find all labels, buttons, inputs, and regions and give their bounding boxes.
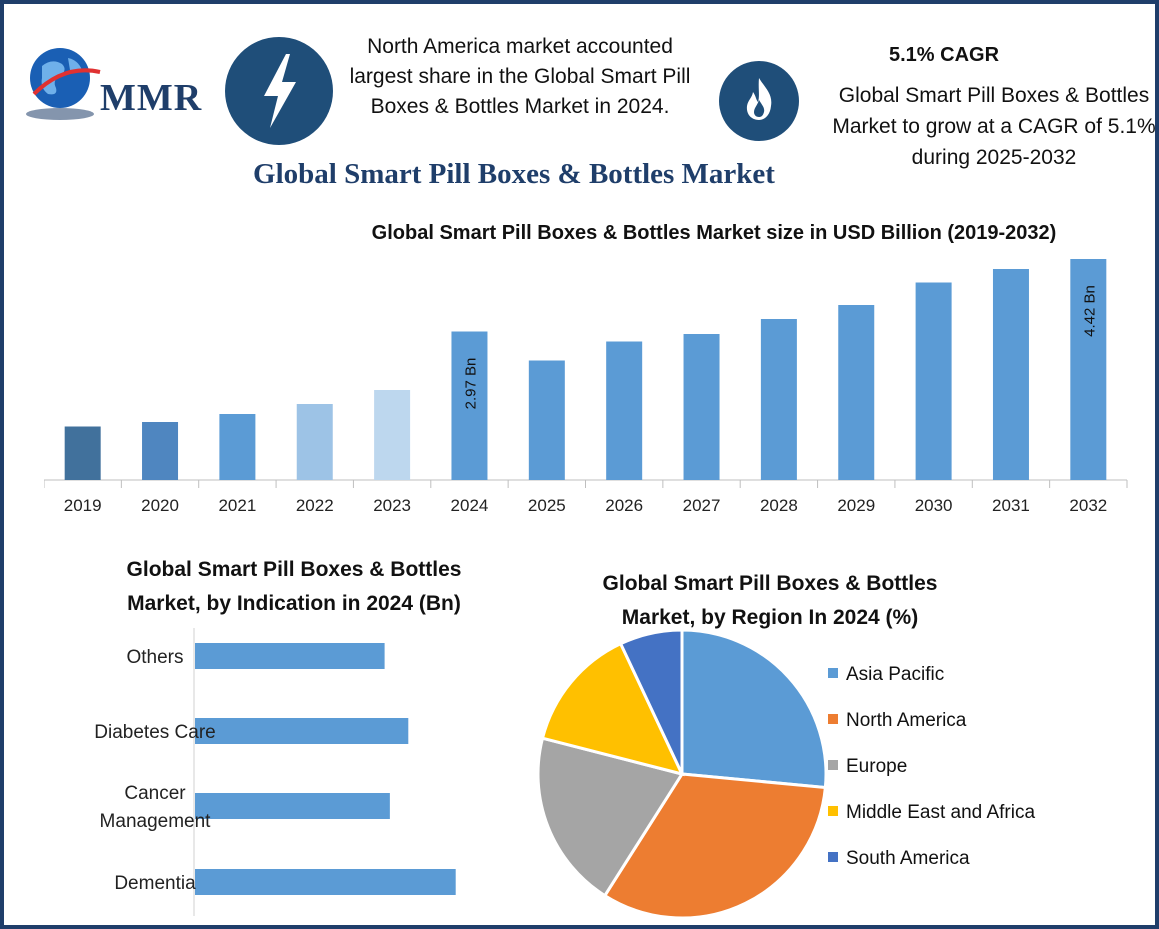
x-tick-label: 2028 <box>760 496 798 515</box>
category-label: Dementia <box>114 873 196 894</box>
bar-2024 <box>451 331 488 480</box>
legend-item: South America <box>828 848 970 870</box>
data-label-2024: 2.97 Bn <box>462 358 479 410</box>
indication-title-line-1: Global Smart Pill Boxes & Bottles <box>126 558 462 581</box>
region-title-line-2: Market, by Region In 2024 (%) <box>621 606 919 629</box>
pie-slice-europe <box>536 736 685 898</box>
hbar-diabetes-care <box>195 718 409 744</box>
cagr-headline: 5.1% CAGR <box>888 44 1000 66</box>
legend-label: Asia Pacific <box>846 664 945 685</box>
region-title-line-1: Global Smart Pill Boxes & Bottles <box>602 572 938 595</box>
bar-2027 <box>683 334 720 480</box>
legend-item: Asia Pacific <box>828 664 944 686</box>
bar-2030 <box>915 282 952 480</box>
region-share-note: North America market accounted largest s… <box>349 35 691 118</box>
hbar-cancer-management <box>195 793 390 819</box>
data-label-2032: 4.42 Bn <box>1081 285 1098 337</box>
x-tick-label: 2030 <box>915 496 953 515</box>
indication-title-line-2: Market, by Indication in 2024 (Bn) <box>127 592 461 615</box>
x-tick-label: 2025 <box>528 496 566 515</box>
logo-text: MMR <box>100 77 203 119</box>
legend-item: Middle East and Africa <box>828 802 1035 824</box>
globe-logo-icon <box>26 48 101 120</box>
flame-icon <box>719 61 799 141</box>
bar-2026 <box>606 341 643 480</box>
bar-2032 <box>1070 259 1107 480</box>
category-label: Others <box>126 647 183 668</box>
x-tick-label: 2021 <box>218 496 256 515</box>
region-chart-title: Global Smart Pill Boxes & Bottles Market… <box>570 567 970 635</box>
bar-2031 <box>992 269 1029 480</box>
bar-2022 <box>296 404 333 480</box>
x-tick-label: 2027 <box>683 496 721 515</box>
market-size-bar-chart: 2019 2020 2021 2022 2023 2024 2.97 Bn 2025 2026 2… <box>44 259 1128 515</box>
legend-label: North America <box>846 710 967 731</box>
bar-2021 <box>219 414 256 480</box>
indication-chart-title: Global Smart Pill Boxes & Bottles Market… <box>94 553 494 621</box>
category-label: Cancer <box>124 783 186 804</box>
lightning-bolt-icon <box>225 37 333 145</box>
pie-slice-asia-pacific <box>680 628 828 790</box>
bar-2020 <box>142 422 179 480</box>
x-tick-label: 2022 <box>296 496 334 515</box>
x-tick-label: 2019 <box>64 496 102 515</box>
bar-2019 <box>64 426 101 480</box>
x-tick-label: 2023 <box>373 496 411 515</box>
x-tick-label: 2031 <box>992 496 1030 515</box>
category-label: Management <box>100 811 212 832</box>
bar-2025 <box>528 360 565 480</box>
legend-label: Europe <box>846 756 908 777</box>
legend-swatch <box>828 759 838 770</box>
legend-swatch <box>828 851 838 862</box>
page-title: Global Smart Pill Boxes & Bottles Market <box>253 158 775 190</box>
bar-2028 <box>760 319 797 480</box>
indication-bar-chart: Others Diabetes Care Cancer Management Demen… <box>94 628 456 916</box>
hbar-dementia <box>195 869 456 895</box>
region-pie-chart <box>536 628 828 920</box>
x-tick-label: 2024 <box>451 496 489 515</box>
hbar-others <box>195 643 385 669</box>
x-tick-label: 2020 <box>141 496 179 515</box>
legend-item: North America <box>828 710 966 732</box>
x-tick-label: 2029 <box>837 496 875 515</box>
legend-swatch <box>828 805 838 816</box>
x-tick-label: 2026 <box>605 496 643 515</box>
legend-item: Europe <box>828 756 907 778</box>
category-label: Diabetes Care <box>94 722 215 743</box>
bar-2023 <box>374 390 411 480</box>
legend-label: South America <box>846 848 970 869</box>
legend-label: Middle East and Africa <box>846 802 1036 823</box>
pie-slice-south-america <box>618 628 684 775</box>
bar-chart-title: Global Smart Pill Boxes & Bottles Market… <box>371 222 1057 244</box>
pie-slice-middle-east-and-africa <box>540 641 685 777</box>
cagr-description: Global Smart Pill Boxes & Bottles Market… <box>832 84 1156 169</box>
bar-2029 <box>838 305 875 480</box>
x-tick-label: 2032 <box>1069 496 1107 515</box>
legend-swatch <box>828 713 838 724</box>
pie-legend: Asia Pacific North America Europe Middle Ea… <box>828 664 1148 884</box>
legend-swatch <box>828 667 838 678</box>
